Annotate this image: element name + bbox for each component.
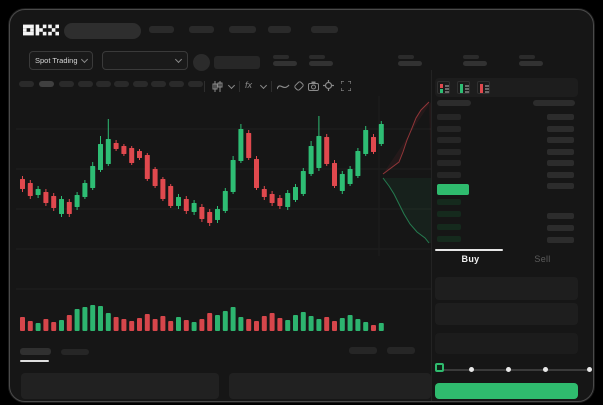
nav-item[interactable]	[189, 26, 214, 33]
slider-step-dot[interactable]	[587, 367, 592, 372]
slider-step-dot[interactable]	[506, 367, 511, 372]
orderbook-amount-cell	[547, 125, 574, 132]
timeframe-chip[interactable]	[169, 81, 184, 87]
book-asks-icon[interactable]	[477, 81, 490, 94]
orderbook-price-cell	[437, 148, 461, 155]
orderbook-header-amount	[533, 100, 575, 106]
bottom-panel-left	[21, 373, 219, 399]
book-both-icon[interactable]	[437, 81, 450, 94]
bottom-panel-right	[229, 373, 431, 399]
okx-logo	[23, 24, 59, 36]
orderbook-price-cell	[437, 198, 461, 205]
total-input[interactable]	[435, 333, 578, 354]
bottom-action[interactable]	[387, 347, 415, 354]
search-input[interactable]	[64, 23, 141, 39]
candlestick-chart[interactable]	[16, 96, 431, 341]
timeframe-chip[interactable]	[19, 81, 34, 87]
stat-value	[309, 61, 333, 66]
stat-value	[519, 61, 543, 66]
camera-icon[interactable]	[308, 81, 319, 91]
timeframe-chip[interactable]	[188, 81, 203, 87]
last-price-tag[interactable]	[437, 184, 469, 195]
timeframe-chip[interactable]	[133, 81, 148, 87]
orderbook-amount-cell	[547, 160, 574, 166]
timeframe-chip[interactable]	[151, 81, 166, 87]
gear-icon[interactable]	[323, 80, 334, 91]
nav-item[interactable]	[149, 26, 174, 33]
orderbook-price-cell	[437, 171, 461, 178]
chevron-down-icon	[80, 55, 89, 64]
orderbook-amount-cell	[547, 148, 574, 155]
bottom-tab-underline	[20, 360, 49, 362]
timeframe-chip[interactable]	[59, 81, 74, 87]
orderbook-price-cell	[437, 223, 461, 230]
pair-name-placeholder	[214, 56, 260, 69]
orderbook-amount-cell	[547, 183, 574, 189]
bottom-tab-active[interactable]	[20, 348, 51, 355]
chevron-down-icon[interactable]	[259, 81, 268, 90]
orderbook-toolbar	[435, 78, 578, 97]
tab-sell[interactable]: Sell	[534, 254, 551, 264]
stat-label	[398, 55, 414, 59]
stat-value	[398, 61, 422, 66]
timeframe-chip[interactable]	[39, 81, 54, 87]
stat-label	[309, 55, 325, 59]
orderbook-amount-cell	[547, 137, 574, 143]
stat-label	[463, 55, 479, 59]
pair-selector[interactable]	[102, 51, 188, 70]
draw-icon[interactable]	[294, 81, 304, 91]
stat-value	[463, 61, 487, 66]
stat-value	[273, 61, 297, 66]
orderbook-amount-cell	[547, 171, 574, 178]
orderbook-price-cell	[437, 137, 461, 143]
slider-handle[interactable]	[435, 363, 444, 372]
stat-label	[273, 55, 289, 59]
orderbook-amount-cell	[547, 114, 574, 120]
tab-buy[interactable]: Buy	[461, 254, 480, 264]
timeframe-chip[interactable]	[114, 81, 129, 87]
orderbook-price-cell	[437, 211, 461, 217]
nav-item[interactable]	[268, 26, 291, 33]
trading-mode-label: Spot Trading	[35, 56, 78, 65]
active-tab-indicator	[435, 249, 503, 251]
nav-item[interactable]	[229, 26, 256, 33]
coin-avatar	[193, 54, 210, 71]
amount-input[interactable]	[435, 303, 578, 325]
app-window: Spot Trading fx	[9, 9, 594, 402]
orderbook-amount-cell	[547, 237, 574, 243]
orderbook-amount-cell	[547, 213, 574, 219]
book-bids-icon[interactable]	[457, 81, 470, 94]
panel-divider	[431, 70, 432, 401]
orderbook-price-cell	[437, 114, 461, 120]
bottom-action[interactable]	[349, 347, 377, 354]
nav-item[interactable]	[311, 26, 338, 33]
stat-label	[519, 55, 535, 59]
chart-type-icon[interactable]	[212, 81, 223, 92]
amount-slider-track[interactable]	[439, 369, 587, 371]
trading-mode-selector[interactable]: Spot Trading	[29, 51, 93, 70]
buy-submit-button[interactable]	[435, 383, 578, 399]
fullscreen-icon[interactable]	[341, 81, 351, 91]
timeframe-chip[interactable]	[78, 81, 93, 87]
slider-step-dot[interactable]	[543, 367, 548, 372]
bottom-tab[interactable]	[61, 349, 89, 355]
orderbook-price-cell	[437, 236, 461, 242]
timeframe-chip[interactable]	[96, 81, 111, 87]
orderbook-price-cell	[437, 160, 461, 166]
orderbook-price-cell	[437, 125, 461, 132]
price-input[interactable]	[435, 277, 578, 300]
orderbook-header-price	[437, 100, 471, 106]
slider-step-dot[interactable]	[469, 367, 474, 372]
compare-wave-icon[interactable]	[277, 83, 290, 91]
orderbook-amount-cell	[547, 225, 574, 231]
indicators-icon[interactable]: fx	[245, 80, 253, 90]
chevron-down-icon[interactable]	[227, 81, 236, 90]
chevron-down-icon	[174, 55, 183, 64]
